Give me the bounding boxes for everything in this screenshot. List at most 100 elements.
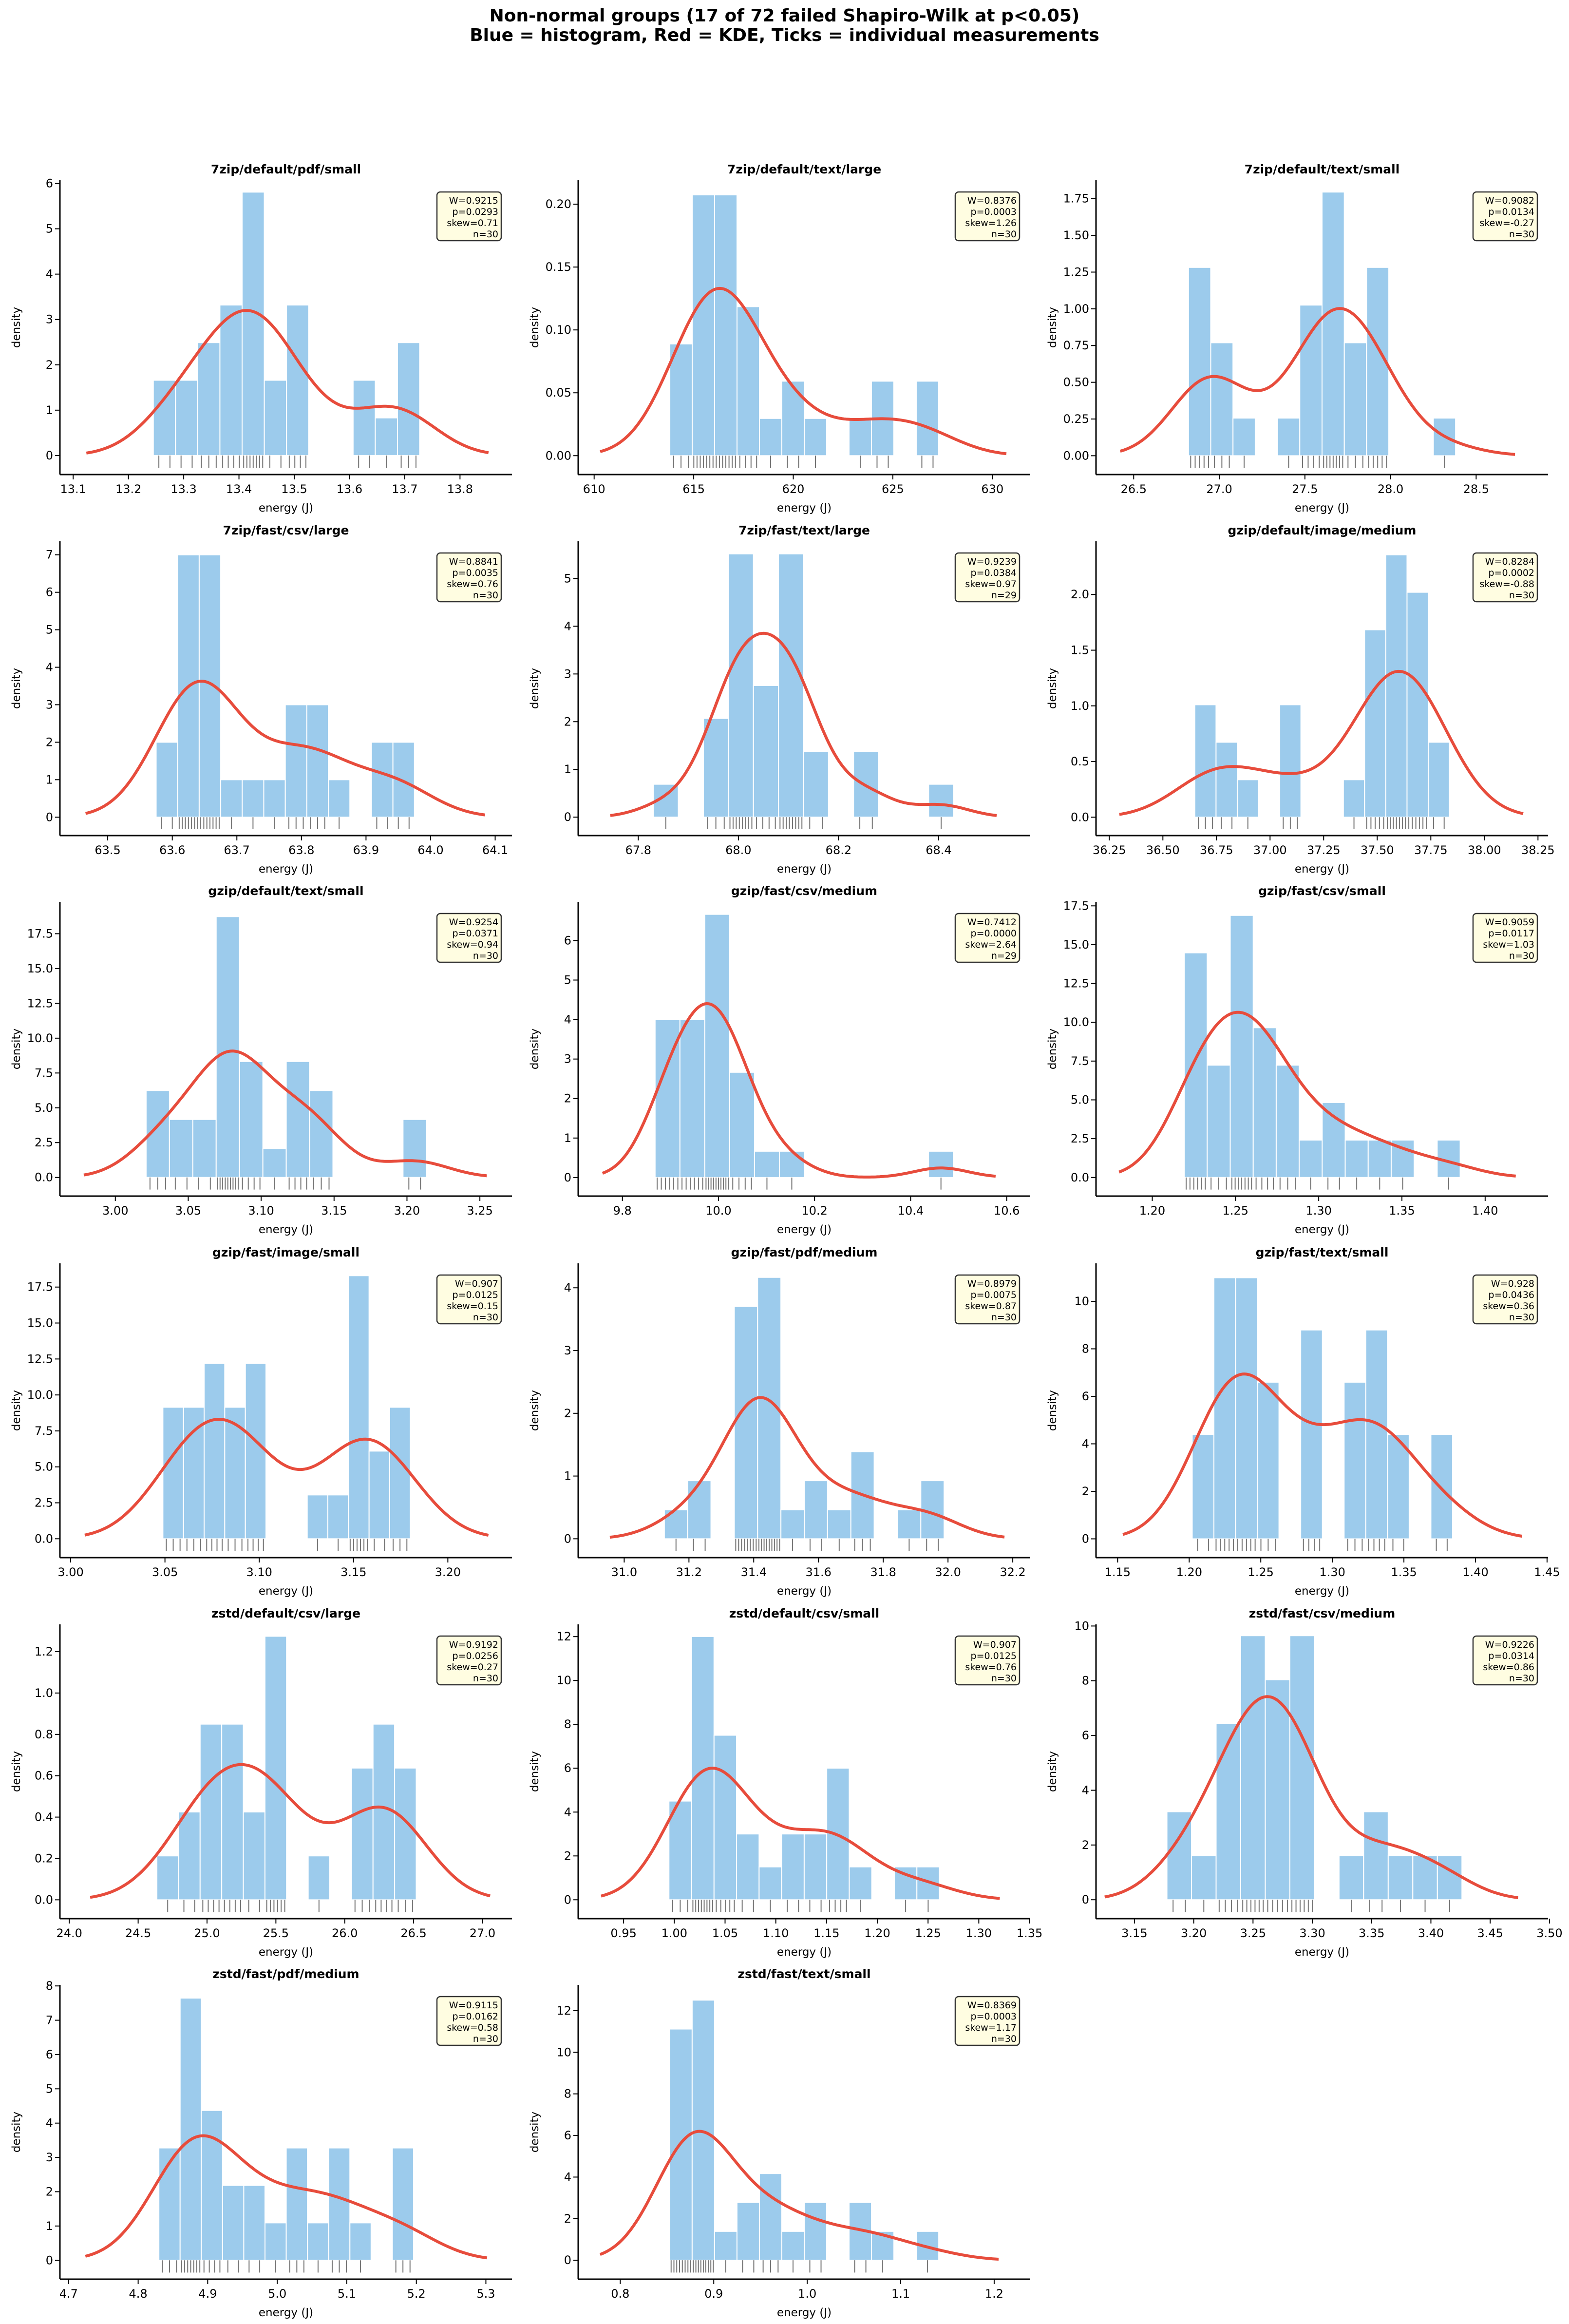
histogram-bar: [158, 2147, 181, 2261]
y-tick-label: 0: [46, 449, 53, 462]
y-tick-label: 4: [564, 1281, 571, 1295]
stats-line: W=0.9115: [449, 2000, 498, 2011]
x-tick-label: 1.35: [1391, 1565, 1417, 1579]
y-axis-label: density: [1046, 668, 1059, 709]
histogram-bar: [849, 1866, 872, 1901]
histogram-bar: [1188, 267, 1211, 457]
y-tick-label: 0.20: [546, 197, 571, 211]
y-tick-label: 5.0: [35, 1460, 53, 1474]
y-tick-label: 7.5: [35, 1066, 53, 1080]
histogram-bar: [219, 304, 243, 456]
subplot-17: zstd/fast/text/small 0.8 0.9 1.0 1.1 1.2 0 2 4 6 8…: [529, 1967, 1030, 2319]
stats-line: n=30: [1509, 229, 1534, 240]
stats-line: n=30: [991, 229, 1017, 240]
histogram-bar: [781, 381, 805, 457]
x-tick-label: 36.25: [1093, 843, 1126, 857]
histogram-bar: [691, 2000, 715, 2261]
y-tick-label: 10: [556, 2045, 571, 2059]
x-tick-label: 1.20: [1176, 1565, 1202, 1579]
histogram-bar: [241, 191, 265, 456]
x-tick-label: 3.35: [1359, 1926, 1384, 1940]
y-tick-label: 0.15: [546, 260, 571, 274]
y-tick-label: 2: [46, 2185, 53, 2198]
y-tick-label: 5: [46, 222, 53, 236]
stats-line: skew=-0.27: [1479, 218, 1534, 229]
stats-line: p=0.0003: [971, 2011, 1017, 2022]
histogram-bar: [328, 779, 351, 818]
histogram-bar: [1322, 1102, 1346, 1178]
histogram-bar: [1338, 1855, 1364, 1901]
stats-box-background: [436, 191, 502, 242]
y-tick-label: 10.0: [27, 1388, 53, 1402]
histogram-bar: [306, 1494, 329, 1540]
x-tick-label: 3.20: [435, 1565, 461, 1579]
x-tick-label: 1.00: [662, 1926, 687, 1940]
y-tick-label: 7: [46, 548, 53, 562]
x-tick-label: 630: [981, 482, 1003, 496]
y-tick-label: 1.50: [1063, 229, 1089, 242]
x-axis-label: energy (J): [1295, 502, 1349, 514]
histogram-bar: [1367, 1139, 1392, 1178]
histogram-bar: [781, 2230, 805, 2261]
stats-line: W=0.8369: [967, 2000, 1017, 2011]
x-tick-label: 4.9: [198, 2287, 217, 2301]
y-tick-label: 2: [1082, 1485, 1089, 1498]
subplot-15: zstd/fast/csv/medium 3.15 3.20 3.25 3.30 3.35…: [1046, 1606, 1563, 1959]
subplot-title: 7zip/fast/text/large: [738, 523, 870, 537]
histogram-bar: [239, 1061, 264, 1178]
stats-line: p=0.0000: [971, 928, 1017, 939]
x-tick-label: 1.30: [1319, 1565, 1345, 1579]
y-axis-label: density: [10, 668, 23, 709]
x-tick-label: 27.0: [1206, 482, 1232, 496]
x-tick-label: 24.0: [57, 1926, 82, 1940]
x-tick-label: 5.0: [268, 2287, 286, 2301]
y-tick-label: 4: [564, 1805, 571, 1819]
subplot-5: 7zip/fast/text/large 67.8 68.0 68.2 68.4 0 1 2 3…: [529, 523, 1030, 876]
x-tick-label: 0.8: [611, 2287, 629, 2301]
y-axis-label: density: [10, 1390, 23, 1431]
stats-line: W=0.907: [455, 1278, 498, 1289]
y-tick-label: 10.0: [1063, 1015, 1089, 1029]
kde-curve: [1119, 307, 1515, 456]
kde-curve: [609, 1396, 1005, 1539]
x-tick-label: 37.25: [1307, 843, 1341, 857]
subplot-2: 7zip/default/text/large 610 615 620 625 630 0.…: [529, 162, 1030, 514]
histogram-bar: [192, 1119, 217, 1178]
stats-line: n=30: [991, 1673, 1017, 1684]
x-tick-label: 3.10: [248, 1204, 274, 1218]
subplot-title: gzip/fast/image/small: [212, 1245, 359, 1259]
histogram-bar: [179, 1998, 202, 2261]
x-axis-label: energy (J): [1295, 1223, 1349, 1236]
y-tick-label: 15.0: [27, 962, 53, 975]
kde-curve: [601, 1767, 1000, 1900]
y-tick-label: 3: [46, 2151, 53, 2164]
x-tick-label: 37.00: [1253, 843, 1287, 857]
x-tick-label: 3.05: [152, 1565, 178, 1579]
stats-line: skew=2.64: [965, 939, 1017, 950]
x-tick-label: 3.20: [394, 1204, 420, 1218]
histogram-bar: [778, 1150, 805, 1178]
subplot-title: gzip/fast/pdf/medium: [731, 1245, 878, 1259]
histogram-bar: [1364, 629, 1386, 818]
y-tick-label: 8: [1082, 1342, 1089, 1355]
stats-box-background: [954, 1996, 1021, 2046]
kde-curve: [83, 1049, 487, 1178]
histogram-bar: [1210, 342, 1234, 457]
x-tick-label: 63.5: [95, 843, 120, 857]
x-tick-label: 25.0: [194, 1926, 220, 1940]
stats-line: W=0.8376: [967, 195, 1017, 206]
y-tick-label: 2.5: [35, 1496, 53, 1510]
x-tick-label: 63.9: [353, 843, 379, 857]
subplot-7: gzip/default/text/small 3.00 3.05 3.10 3.15 3…: [10, 884, 512, 1236]
figure-title: Non-normal groups (17 of 72 failed Shapi…: [489, 6, 1080, 26]
histogram-bar: [392, 2147, 414, 2261]
y-tick-label: 1.0: [1071, 699, 1089, 713]
y-tick-label: 2.0: [1071, 588, 1089, 601]
x-tick-label: 1.20: [1139, 1204, 1165, 1218]
y-tick-label: 2: [564, 1407, 571, 1420]
stats-box-background: [1472, 1635, 1538, 1686]
